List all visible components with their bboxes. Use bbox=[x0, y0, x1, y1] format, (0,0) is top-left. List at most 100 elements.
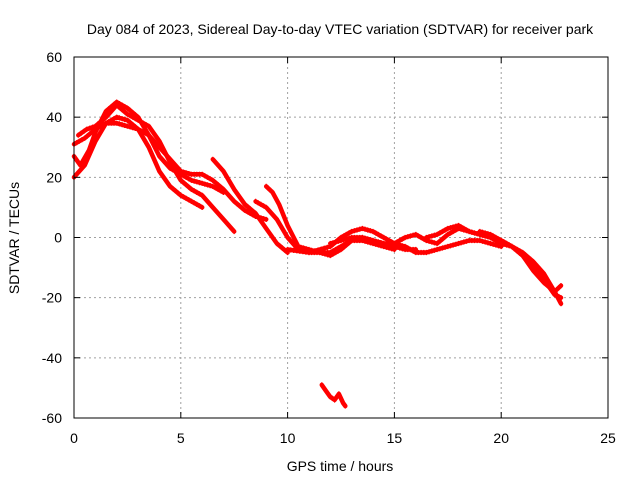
data-point bbox=[123, 104, 127, 110]
data-point bbox=[342, 242, 346, 248]
data-point bbox=[398, 242, 402, 248]
data-point bbox=[154, 147, 158, 153]
data-point bbox=[177, 174, 181, 180]
data-point bbox=[384, 236, 388, 242]
data-point bbox=[384, 240, 388, 247]
data-point bbox=[533, 267, 537, 273]
data-point bbox=[264, 225, 268, 232]
data-point bbox=[438, 230, 442, 236]
data-point bbox=[292, 247, 296, 253]
data-point bbox=[352, 228, 356, 234]
data-point bbox=[237, 203, 242, 209]
data-point bbox=[211, 156, 215, 162]
data-point bbox=[284, 219, 288, 226]
data-point bbox=[85, 150, 89, 156]
data-point bbox=[467, 228, 471, 235]
data-point bbox=[195, 179, 199, 185]
data-point bbox=[419, 234, 423, 241]
data-point bbox=[358, 226, 362, 232]
data-point bbox=[108, 109, 112, 115]
data-point bbox=[544, 279, 548, 285]
data-point bbox=[230, 226, 234, 232]
data-point bbox=[147, 123, 151, 129]
data-point bbox=[78, 167, 82, 173]
data-point bbox=[104, 120, 108, 126]
data-point bbox=[259, 218, 263, 224]
data-point bbox=[555, 293, 559, 299]
data-point bbox=[282, 213, 286, 219]
data-point bbox=[228, 224, 232, 230]
data-point bbox=[286, 246, 290, 253]
series-track-4 bbox=[76, 102, 237, 235]
data-point bbox=[382, 234, 386, 241]
data-point bbox=[278, 204, 282, 210]
series-track-5 bbox=[210, 156, 290, 256]
data-point bbox=[512, 246, 517, 252]
data-point bbox=[96, 121, 100, 127]
data-point bbox=[93, 123, 97, 129]
data-point bbox=[141, 135, 145, 141]
data-point bbox=[559, 283, 563, 289]
chart-title: Day 084 of 2023, Sidereal Day-to-day VTE… bbox=[87, 21, 594, 37]
data-point bbox=[344, 240, 348, 247]
data-point bbox=[211, 177, 215, 183]
data-point bbox=[319, 246, 323, 252]
data-point bbox=[107, 106, 111, 112]
data-point bbox=[275, 198, 280, 204]
data-point bbox=[454, 223, 458, 229]
data-point bbox=[264, 216, 268, 223]
data-point bbox=[387, 245, 391, 251]
data-point bbox=[515, 248, 519, 254]
data-point bbox=[451, 242, 455, 248]
data-point bbox=[277, 201, 281, 207]
data-point bbox=[144, 131, 148, 137]
data-point bbox=[187, 176, 191, 182]
data-point bbox=[390, 240, 394, 247]
data-point bbox=[213, 180, 218, 186]
data-point bbox=[392, 246, 396, 253]
data-point bbox=[257, 215, 261, 221]
data-point bbox=[197, 180, 202, 186]
data-point bbox=[166, 163, 170, 169]
data-point bbox=[459, 224, 463, 230]
data-point bbox=[128, 124, 132, 130]
data-point bbox=[237, 194, 242, 200]
data-point bbox=[211, 204, 215, 210]
data-point bbox=[215, 161, 219, 167]
data-point bbox=[110, 107, 114, 113]
series-track-12 bbox=[319, 382, 348, 409]
data-point bbox=[298, 248, 302, 254]
data-point bbox=[446, 231, 450, 238]
data-point bbox=[282, 228, 286, 235]
data-point bbox=[141, 129, 145, 135]
data-point bbox=[115, 120, 119, 126]
data-point bbox=[322, 245, 326, 251]
data-point bbox=[152, 156, 156, 162]
data-point bbox=[224, 189, 228, 195]
data-point bbox=[480, 238, 485, 244]
data-point bbox=[281, 210, 285, 216]
data-point bbox=[472, 230, 477, 236]
data-point bbox=[143, 138, 147, 144]
data-point bbox=[531, 265, 535, 271]
x-axis-label: GPS time / hours bbox=[287, 458, 394, 474]
data-point bbox=[170, 162, 174, 168]
data-point bbox=[416, 233, 420, 239]
data-point bbox=[78, 162, 82, 168]
y-tick-label: 0 bbox=[54, 230, 62, 246]
data-point bbox=[157, 168, 161, 174]
data-point bbox=[430, 239, 434, 245]
data-point bbox=[76, 169, 80, 176]
data-point bbox=[223, 171, 227, 177]
y-tick-label: 20 bbox=[46, 169, 62, 185]
data-point bbox=[164, 160, 168, 167]
data-point bbox=[87, 147, 91, 153]
data-point bbox=[316, 247, 320, 253]
data-point bbox=[90, 124, 95, 130]
data-point bbox=[542, 271, 546, 277]
data-point bbox=[342, 237, 346, 243]
data-point bbox=[262, 216, 266, 222]
data-point bbox=[271, 189, 275, 195]
data-point bbox=[340, 397, 344, 403]
